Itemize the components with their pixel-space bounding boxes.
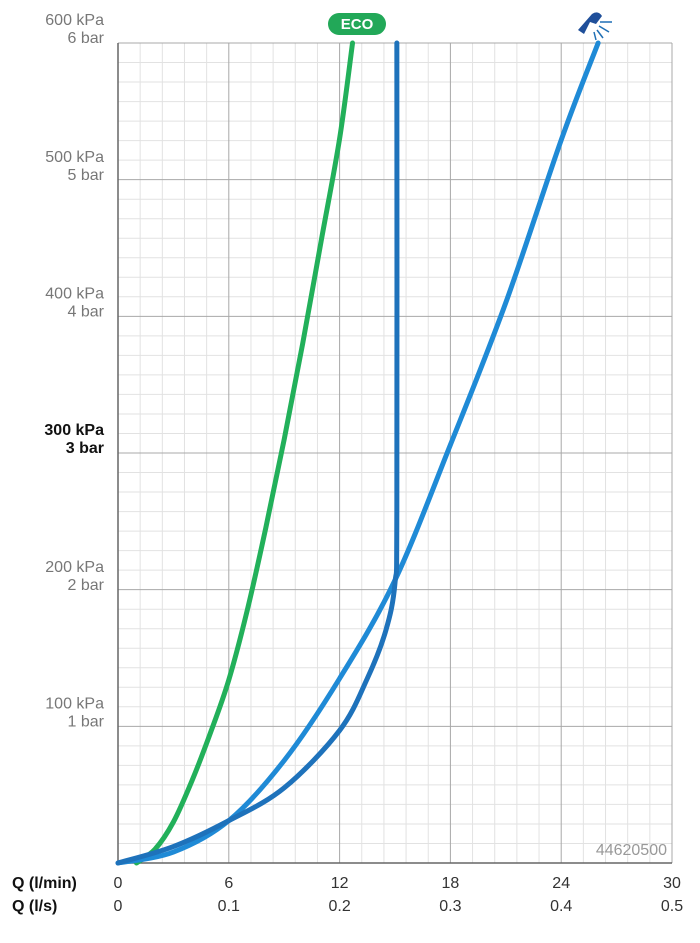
x-tick-label: 12 bbox=[331, 875, 349, 892]
grid bbox=[117, 42, 673, 864]
annotation: 44620500 bbox=[596, 842, 667, 859]
y-tick-sublabel: 5 bar bbox=[68, 167, 105, 184]
y-tick-label: 300 kPa bbox=[44, 422, 104, 439]
shower-icon bbox=[578, 12, 612, 41]
x-tick-label: 24 bbox=[552, 875, 570, 892]
x2-tick-label: 0.3 bbox=[439, 898, 461, 915]
eco-badge bbox=[328, 13, 386, 35]
y-tick-label: 200 kPa bbox=[45, 559, 104, 576]
lines bbox=[115, 40, 601, 866]
x-tick-label: 0 bbox=[114, 875, 123, 892]
y-tick-label: 400 kPa bbox=[45, 286, 104, 303]
y-tick-sublabel: 4 bar bbox=[68, 304, 105, 321]
series-line bbox=[133, 40, 356, 866]
x2-tick-label: 0.4 bbox=[550, 898, 572, 915]
x2-tick-label: 0 bbox=[114, 898, 123, 915]
x2-axis-label: Q (l/s) bbox=[12, 898, 57, 915]
x-tick-label: 30 bbox=[663, 875, 681, 892]
y-tick-sublabel: 3 bar bbox=[66, 440, 104, 457]
series-line bbox=[115, 40, 400, 866]
y-tick-sublabel: 6 bar bbox=[68, 30, 105, 47]
x-axis-label: Q (l/min) bbox=[12, 875, 77, 892]
eco-text: ECO bbox=[341, 16, 374, 33]
y-tick-label: 100 kPa bbox=[45, 696, 104, 713]
x2-tick-label: 0.1 bbox=[218, 898, 240, 915]
y-tick-label: 500 kPa bbox=[45, 149, 104, 166]
y-tick-sublabel: 1 bar bbox=[68, 714, 105, 731]
y-tick-label: 600 kPa bbox=[45, 12, 104, 29]
x2-tick-label: 0.5 bbox=[661, 898, 683, 915]
x-tick-label: 6 bbox=[224, 875, 233, 892]
x-tick-label: 18 bbox=[442, 875, 460, 892]
x2-tick-label: 0.2 bbox=[328, 898, 350, 915]
y-tick-sublabel: 2 bar bbox=[68, 577, 105, 594]
